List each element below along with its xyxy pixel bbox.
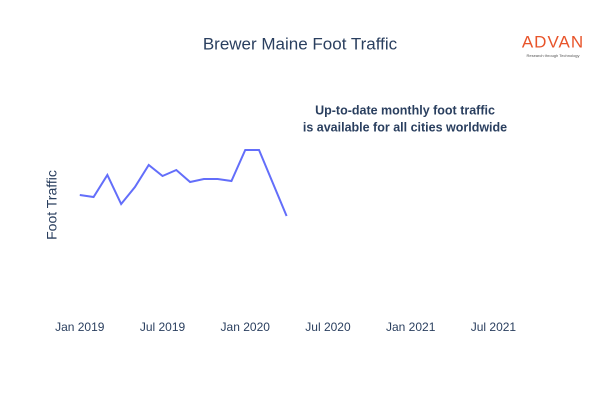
x-tick-label: Jan 2021 (386, 320, 436, 334)
x-tick-label: Jul 2020 (305, 320, 351, 334)
logo-tagline: Research through Technology (526, 53, 579, 58)
x-tick-label: Jan 2019 (55, 320, 105, 334)
x-tick-label: Jan 2020 (221, 320, 271, 334)
chart-title: Brewer Maine Foot Traffic (203, 34, 398, 53)
x-tick-label: Jul 2021 (471, 320, 517, 334)
logo: ADVAN (522, 32, 584, 51)
y-axis-label: Foot Traffic (44, 170, 60, 240)
annotation: is available for all cities worldwide (303, 120, 507, 134)
annotation: Up-to-date monthly foot traffic (315, 103, 495, 117)
x-tick-label: Jul 2019 (140, 320, 186, 334)
line (79, 149, 288, 217)
